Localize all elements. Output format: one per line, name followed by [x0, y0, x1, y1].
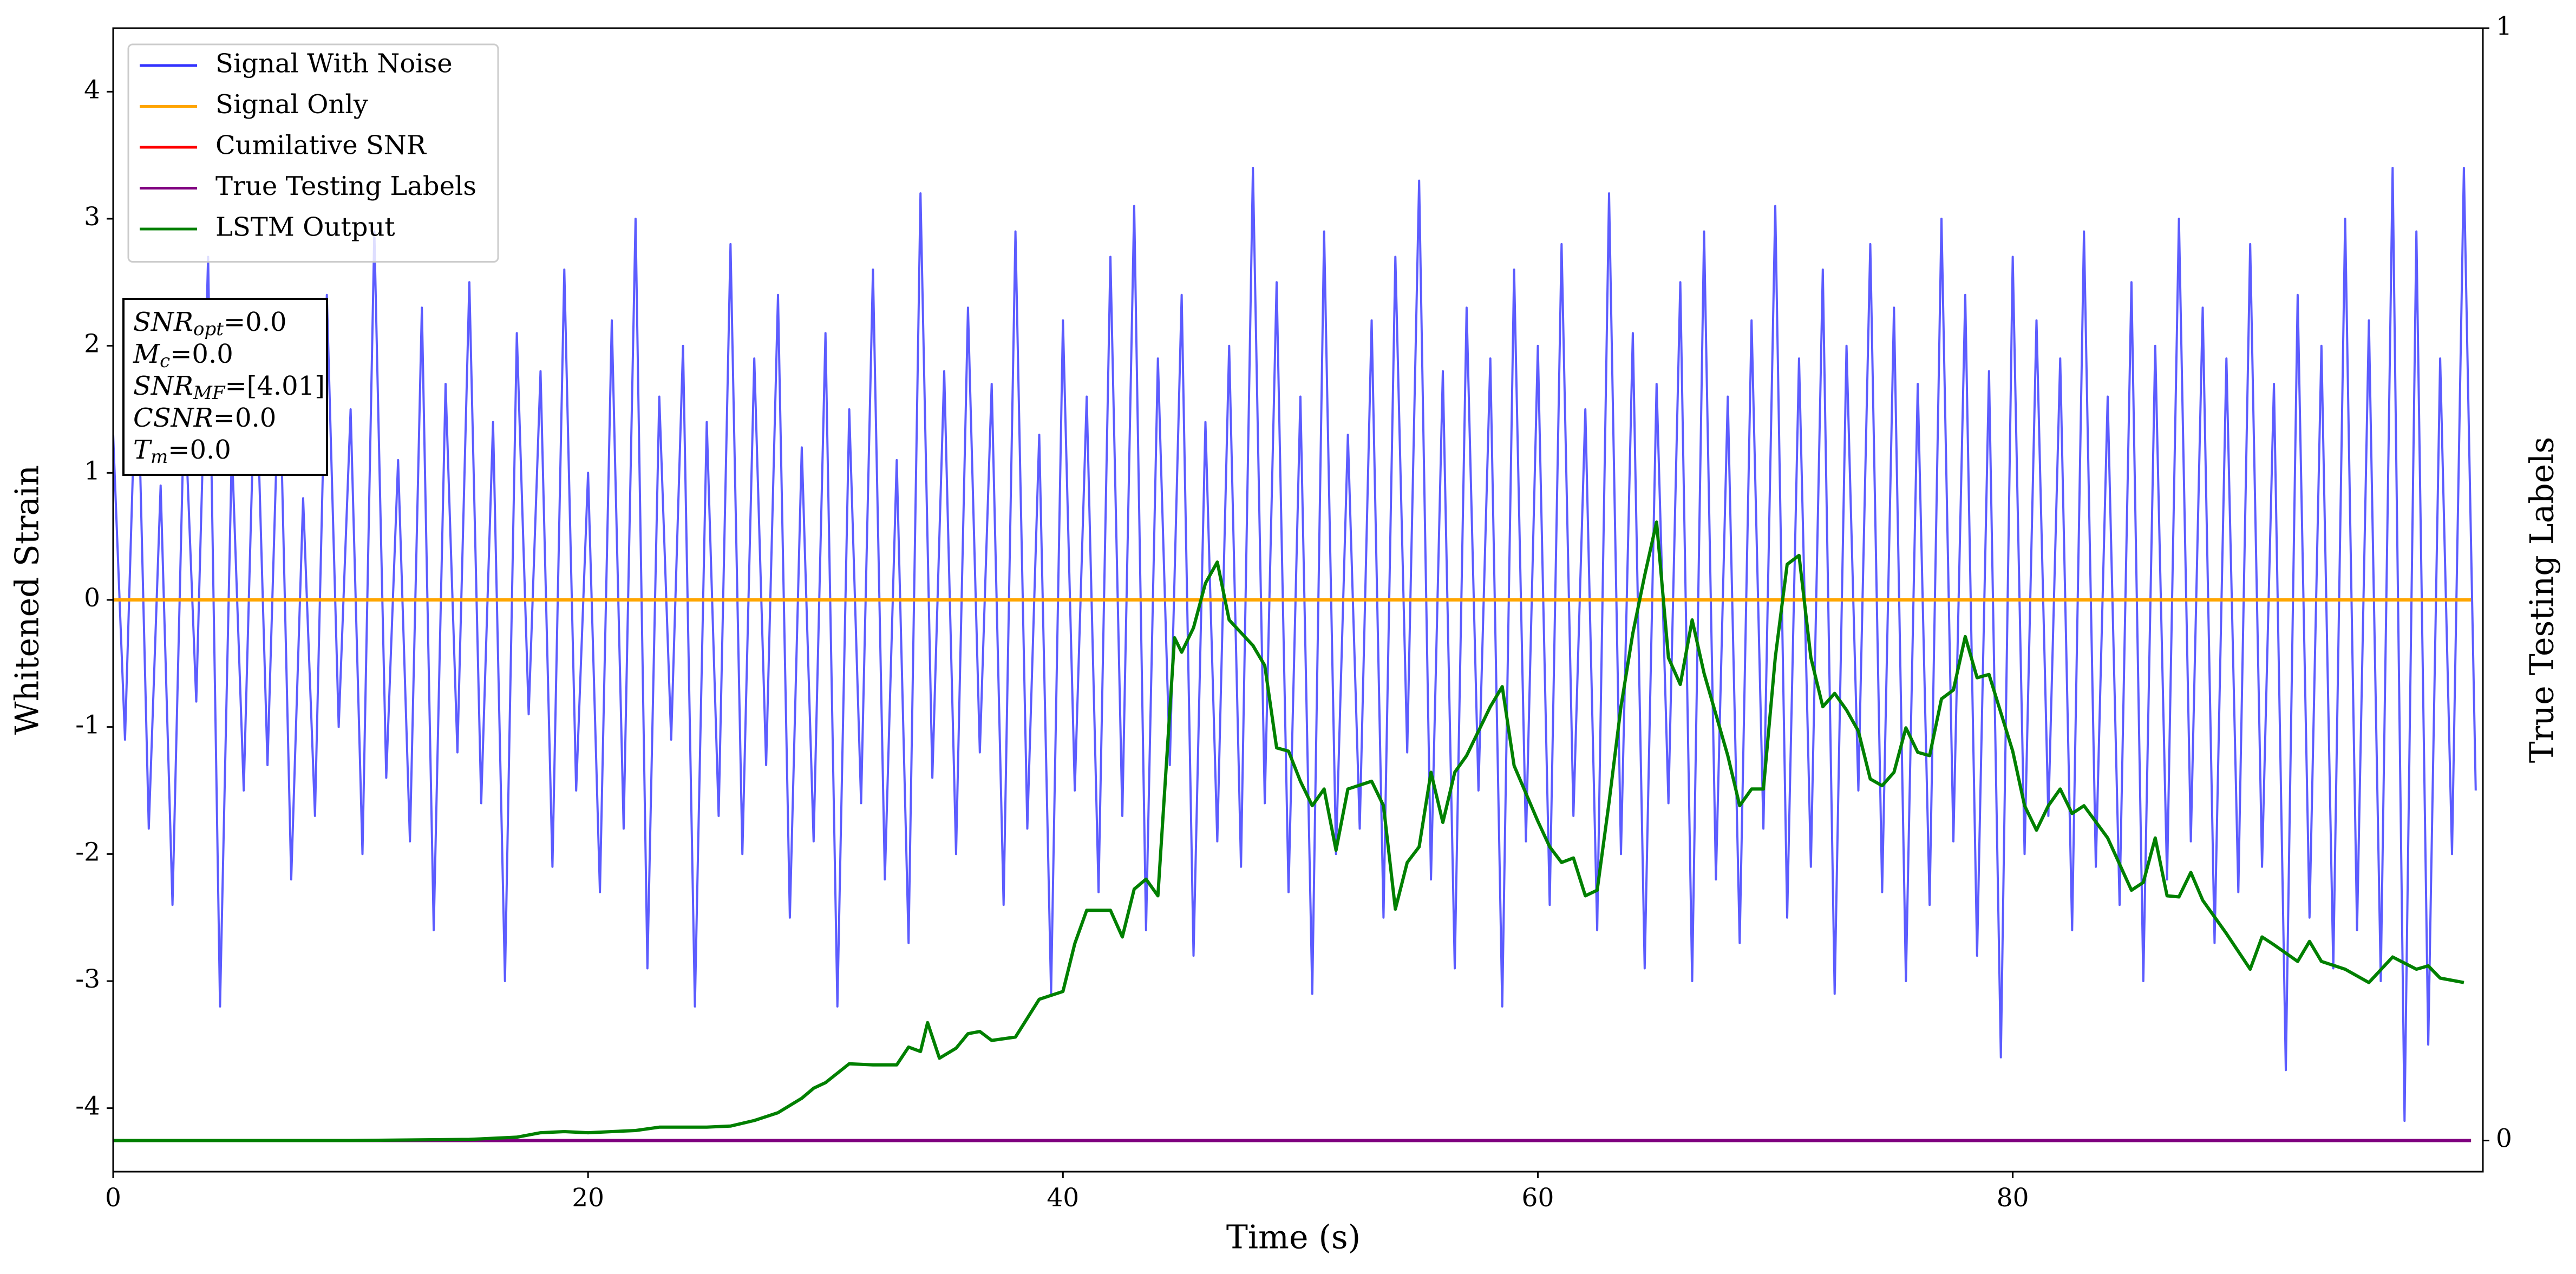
y-tick-label: -4 — [75, 1092, 100, 1121]
annotation-value: =0.0 — [224, 307, 287, 337]
x-axis-label: Time (s) — [1226, 1219, 1361, 1257]
annotation: CSNR=0.0 — [133, 403, 276, 433]
series-line — [113, 520, 2464, 1142]
plot-area — [113, 167, 2477, 1142]
y-tick-label: -1 — [75, 710, 100, 740]
annotation: Tm=0.0 — [133, 435, 231, 468]
x-tick-label: 80 — [1997, 1183, 2029, 1213]
legend-label: LSTM Output — [215, 212, 395, 243]
annotation: SNRopt=0.0 — [133, 307, 287, 341]
annotation-subscript: MF — [193, 382, 226, 404]
annotation-box — [122, 298, 328, 476]
annotation-subscript: m — [151, 446, 168, 468]
annotation-value: =0.0 — [168, 435, 231, 465]
annotation: SNRMF=[4.01] — [133, 371, 325, 404]
y2-tick-label: 0 — [2496, 1123, 2512, 1153]
annotation-symbol: SNR — [133, 371, 193, 401]
y-tick-label: 0 — [84, 583, 100, 613]
x-tick-label: 0 — [105, 1183, 121, 1213]
annotation-value: =[4.01] — [225, 371, 325, 401]
annotation-symbol: CSNR — [133, 403, 213, 433]
y2-tick-label: 1 — [2496, 11, 2512, 41]
legend-label: Signal With Noise — [215, 49, 453, 79]
y-tick-label: -2 — [75, 837, 100, 867]
annotation-subscript: opt — [193, 318, 224, 340]
x-tick-label: 20 — [572, 1183, 604, 1213]
legend-box — [127, 43, 499, 263]
legend-label: Cumilative SNR — [215, 130, 427, 161]
annotation: Mc=0.0 — [133, 339, 233, 373]
x-tick-label: 40 — [1047, 1183, 1079, 1213]
legend-label: True Testing Labels — [215, 171, 476, 201]
legend-label: Signal Only — [215, 89, 368, 120]
y-tick-label: 4 — [84, 75, 100, 104]
y2-axis-label: True Testing Labels — [2523, 437, 2561, 763]
annotation-symbol: SNR — [133, 307, 193, 337]
series-line — [113, 167, 2477, 1122]
annotation-subscript: c — [160, 350, 170, 372]
annotation-value: =0.0 — [170, 339, 233, 369]
annotation-value: =0.0 — [213, 403, 277, 433]
y-tick-label: -3 — [75, 964, 100, 994]
annotation-symbol: M — [133, 339, 161, 369]
y-tick-label: 2 — [84, 329, 100, 359]
y-axis-label: Whitened Strain — [9, 465, 47, 735]
annotation-symbol: T — [133, 435, 152, 465]
y-tick-label: 3 — [84, 202, 100, 232]
x-tick-label: 60 — [1522, 1183, 1554, 1213]
y-tick-label: 1 — [84, 456, 100, 486]
